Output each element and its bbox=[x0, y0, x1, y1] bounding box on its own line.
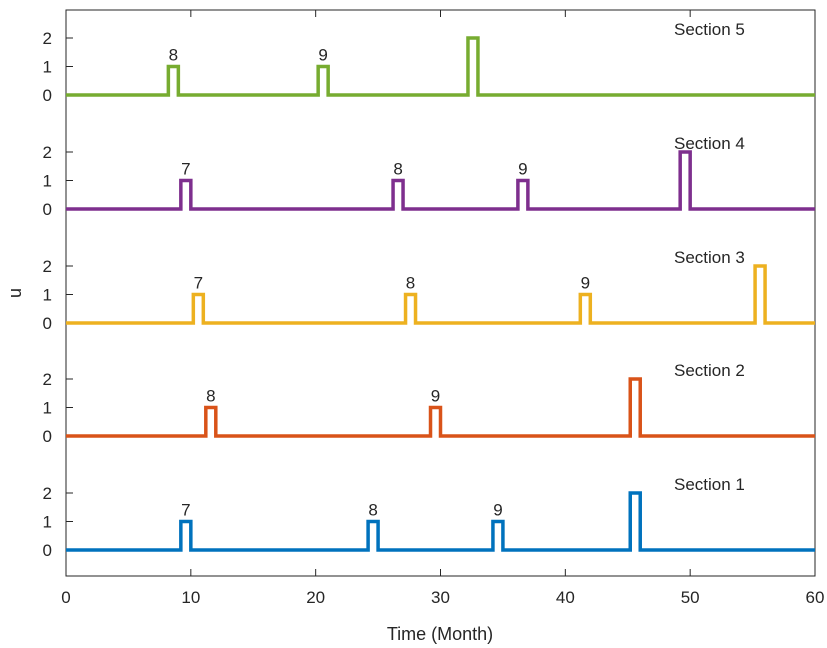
y-tick-label: 2 bbox=[43, 257, 52, 276]
section-label: Section 3 bbox=[674, 248, 745, 267]
y-tick-label: 1 bbox=[43, 286, 52, 305]
x-axis-label: Time (Month) bbox=[387, 624, 493, 644]
y-tick-label: 0 bbox=[43, 314, 52, 333]
pulse-label: 9 bbox=[493, 501, 502, 520]
y-tick-label: 2 bbox=[43, 370, 52, 389]
series-1: 7 8 9 Section 1 bbox=[66, 475, 815, 552]
section-label: Section 1 bbox=[674, 475, 745, 494]
y-tick-label: 1 bbox=[43, 513, 52, 532]
pulse-label: 9 bbox=[318, 46, 327, 65]
x-tick-label: 0 bbox=[61, 588, 70, 607]
pulse-label: 7 bbox=[181, 160, 190, 179]
series-3: 7 8 9 Section 3 bbox=[66, 248, 815, 325]
pulse-label: 8 bbox=[206, 387, 215, 406]
series-layer: 7 8 9 Section 1 8 9 Section 2 7 8 9 Section 3 7 8 9 Se… bbox=[66, 20, 815, 552]
series-5: 8 9 Section 5 bbox=[66, 20, 815, 97]
y-ticks-group: 0 1 2 0 1 2 0 1 2 0 1 2 0 1 2 bbox=[43, 29, 73, 560]
pulse-label: 8 bbox=[406, 274, 415, 293]
pulse-label: 9 bbox=[581, 274, 590, 293]
pulse-label: 8 bbox=[169, 46, 178, 65]
x-tick-label: 30 bbox=[431, 588, 450, 607]
x-tick-label: 10 bbox=[181, 588, 200, 607]
y-tick-label: 0 bbox=[43, 86, 52, 105]
pulse-label: 7 bbox=[181, 501, 190, 520]
y-axis-label: u bbox=[5, 288, 25, 298]
series-4: 7 8 9 Section 4 bbox=[66, 134, 815, 211]
pulse-label: 9 bbox=[518, 160, 527, 179]
y-tick-label: 2 bbox=[43, 29, 52, 48]
series-line bbox=[66, 36, 815, 97]
series-2: 8 9 Section 2 bbox=[66, 361, 815, 438]
section-label: Section 4 bbox=[674, 134, 745, 153]
x-tick-label: 20 bbox=[306, 588, 325, 607]
y-tick-label: 1 bbox=[43, 172, 52, 191]
series-line bbox=[66, 150, 815, 211]
x-tick-label: 40 bbox=[556, 588, 575, 607]
section-label: Section 5 bbox=[674, 20, 745, 39]
y-tick-label: 0 bbox=[43, 427, 52, 446]
pulse-label: 8 bbox=[368, 501, 377, 520]
y-tick-label: 1 bbox=[43, 58, 52, 77]
x-ticks-group: 0 10 20 30 40 50 60 bbox=[61, 10, 824, 607]
x-tick-label: 60 bbox=[806, 588, 825, 607]
series-line bbox=[66, 377, 815, 438]
section-label: Section 2 bbox=[674, 361, 745, 380]
series-line bbox=[66, 264, 815, 325]
x-tick-label: 50 bbox=[681, 588, 700, 607]
y-tick-label: 0 bbox=[43, 541, 52, 560]
y-tick-label: 2 bbox=[43, 484, 52, 503]
series-line bbox=[66, 491, 815, 552]
y-tick-label: 0 bbox=[43, 200, 52, 219]
pulse-label: 8 bbox=[393, 160, 402, 179]
y-tick-label: 1 bbox=[43, 399, 52, 418]
pulse-label: 9 bbox=[431, 387, 440, 406]
pulse-label: 7 bbox=[194, 274, 203, 293]
y-tick-label: 2 bbox=[43, 143, 52, 162]
